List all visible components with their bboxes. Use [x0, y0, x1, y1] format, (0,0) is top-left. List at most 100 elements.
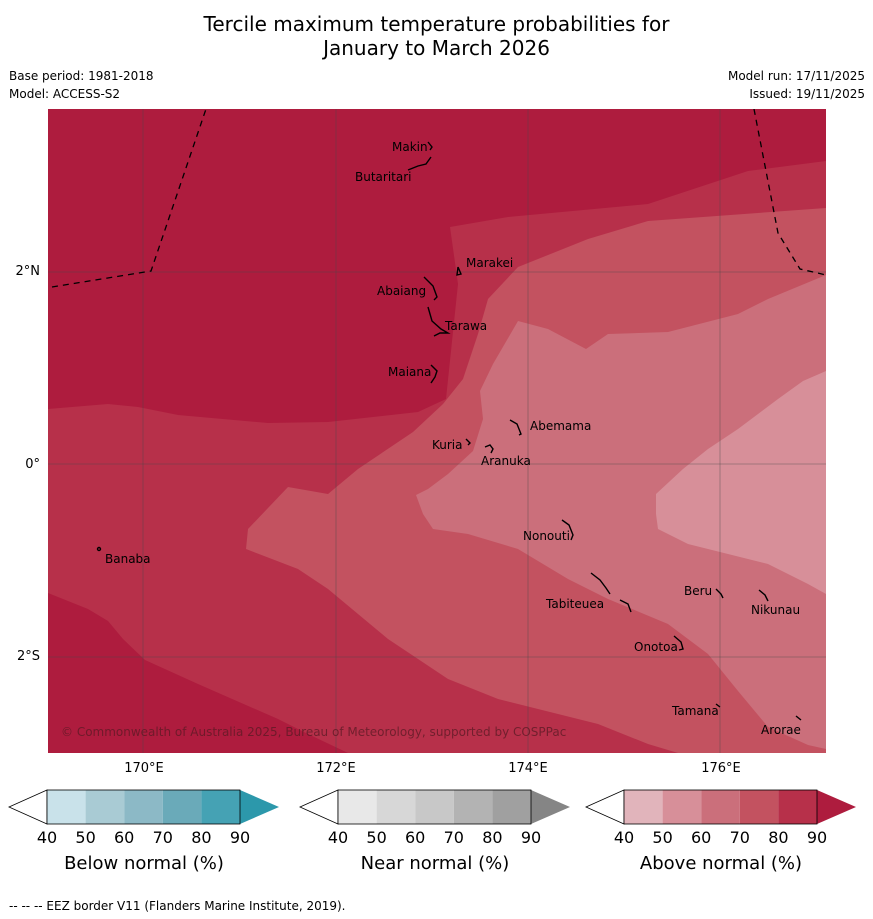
lon-label-176e: 176°E	[701, 761, 741, 776]
island-tabiteuea-north	[590, 572, 611, 595]
cbar2-tick-60: 60	[691, 828, 712, 847]
cbar2-tick-70: 70	[729, 828, 750, 847]
title-line-2: January to March 2026	[323, 36, 550, 60]
map-panel[interactable]: Makin Butaritari Marakei Abaiang Tarawa …	[48, 109, 826, 753]
meta-left: Base period: 1981-2018 Model: ACCESS-S2	[9, 67, 154, 103]
cbar1-label: Near normal (%)	[360, 853, 510, 874]
colorbar-below-normal-svg	[8, 789, 279, 825]
cbar0-swatch-3	[124, 790, 163, 824]
meta-right: Model run: 17/11/2025 Issued: 19/11/2025	[728, 67, 865, 103]
colorbar-near-normal: 40 50 60 70 80 90 Near normal (%)	[299, 788, 570, 874]
eez-footnote: -- -- -- EEZ border V11 (Flanders Marine…	[9, 899, 346, 913]
cbar1-tick-60: 60	[405, 828, 426, 847]
cbar2-swatch-5	[778, 790, 817, 824]
cbar0-tick-80: 80	[191, 828, 212, 847]
label-abemama: Abemama	[530, 419, 591, 433]
model-run: Model run: 17/11/2025	[727, 69, 865, 83]
graticule	[48, 109, 826, 753]
island-onotoa	[673, 635, 684, 651]
island-outlines	[96, 141, 802, 721]
cbar2-swatch-1	[624, 790, 663, 824]
label-tamana: Tamana	[671, 704, 719, 718]
label-banaba: Banaba	[105, 552, 151, 566]
cbar1-swatch-1	[338, 790, 377, 824]
copyright-notice: © Commonwealth of Australia 2025, Bureau…	[61, 725, 566, 739]
cbar1-tick-90: 90	[520, 828, 542, 847]
cbar1-swatch-0	[299, 789, 339, 825]
map-title: Tercile maximum temperature probabilitie…	[0, 12, 873, 60]
island-arorae	[795, 715, 802, 721]
place-labels: Makin Butaritari Marakei Abaiang Tarawa …	[105, 140, 801, 737]
colorbar-above-normal: 40 50 60 70 80 90 Above normal (%)	[585, 788, 856, 874]
cbar2-tick-40: 40	[613, 828, 635, 847]
cbar2-frame	[623, 789, 818, 825]
label-butaritari: Butaritari	[355, 170, 412, 184]
cbar0-frame	[46, 789, 241, 825]
lat-label-0: 0°	[25, 457, 40, 472]
island-abaiang	[423, 276, 438, 301]
eez-border-east	[753, 109, 826, 276]
island-nikunau	[758, 589, 769, 602]
band-60-70	[416, 275, 826, 749]
cbar0-tick-40: 40	[36, 828, 58, 847]
cbar0-swatch-6	[240, 790, 279, 824]
band-50-60	[656, 371, 826, 594]
cbar0-tick-60: 60	[114, 828, 135, 847]
island-tamana	[715, 703, 721, 708]
label-maiana: Maiana	[388, 365, 431, 379]
title-line-1: Tercile maximum temperature probabilitie…	[203, 12, 670, 36]
cbar1-swatch-5	[492, 790, 531, 824]
map-svg[interactable]: Makin Butaritari Marakei Abaiang Tarawa …	[48, 109, 826, 753]
colorbar-above-normal-svg	[585, 789, 856, 825]
label-tabiteuea: Tabiteuea	[545, 597, 604, 611]
label-abaiang: Abaiang	[377, 284, 426, 298]
colorbar-near-normal-svg	[299, 789, 570, 825]
label-tarawa: Tarawa	[444, 319, 487, 333]
island-abemama	[509, 419, 522, 436]
label-beru: Beru	[684, 584, 712, 598]
label-onotoa: Onotoa	[634, 640, 678, 654]
lat-label-2n: 2°N	[15, 264, 41, 279]
cbar1-frame	[337, 789, 532, 825]
cbar0-swatch-2	[85, 790, 125, 824]
model-name: Model: ACCESS-S2	[9, 87, 121, 101]
label-makin: Makin	[392, 140, 428, 154]
cbar1-tick-50: 50	[366, 828, 387, 847]
cbar0-swatch-0	[8, 789, 48, 825]
cbar0-swatch-1	[47, 790, 86, 824]
cbar0-tick-90: 90	[229, 828, 251, 847]
cbar1-tick-70: 70	[443, 828, 464, 847]
lon-label-172e: 172°E	[316, 761, 356, 776]
cbar2-tick-50: 50	[652, 828, 673, 847]
issued-date: Issued: 19/11/2025	[749, 87, 865, 101]
cbar0-tick-70: 70	[152, 828, 173, 847]
eez-borders	[51, 109, 826, 288]
colorbar-below-normal: 40 50 60 70 80 90 Below normal (%)	[8, 788, 279, 874]
base-period: Base period: 1981-2018	[9, 69, 154, 83]
lat-label-2s: 2°S	[16, 649, 40, 664]
label-arorae: Arorae	[761, 723, 801, 737]
cbar2-label: Above normal (%)	[639, 853, 803, 874]
island-banaba	[96, 546, 102, 552]
cbar1-swatch-4	[453, 790, 493, 824]
lon-label-170e: 170°E	[124, 761, 164, 776]
cbar2-tick-80: 80	[768, 828, 789, 847]
cbar0-swatch-4	[162, 790, 202, 824]
island-marakei	[456, 266, 462, 276]
label-marakei: Marakei	[466, 256, 513, 270]
label-aranuka: Aranuka	[481, 454, 531, 468]
cbar1-swatch-3	[415, 790, 454, 824]
cbar0-tick-50: 50	[75, 828, 96, 847]
eez-border-west	[51, 109, 207, 288]
island-kuria	[465, 438, 471, 446]
island-nonouti	[561, 519, 574, 541]
label-nonouti: Nonouti	[523, 529, 570, 543]
cbar2-swatch-0	[585, 789, 625, 825]
cbar1-swatch-6	[531, 790, 570, 824]
lon-label-174e: 174°E	[508, 761, 548, 776]
cbar1-swatch-2	[376, 790, 416, 824]
cbar2-swatch-6	[817, 790, 856, 824]
island-beru	[715, 588, 724, 599]
cbar2-swatch-2	[662, 790, 702, 824]
cbar2-swatch-4	[739, 790, 779, 824]
